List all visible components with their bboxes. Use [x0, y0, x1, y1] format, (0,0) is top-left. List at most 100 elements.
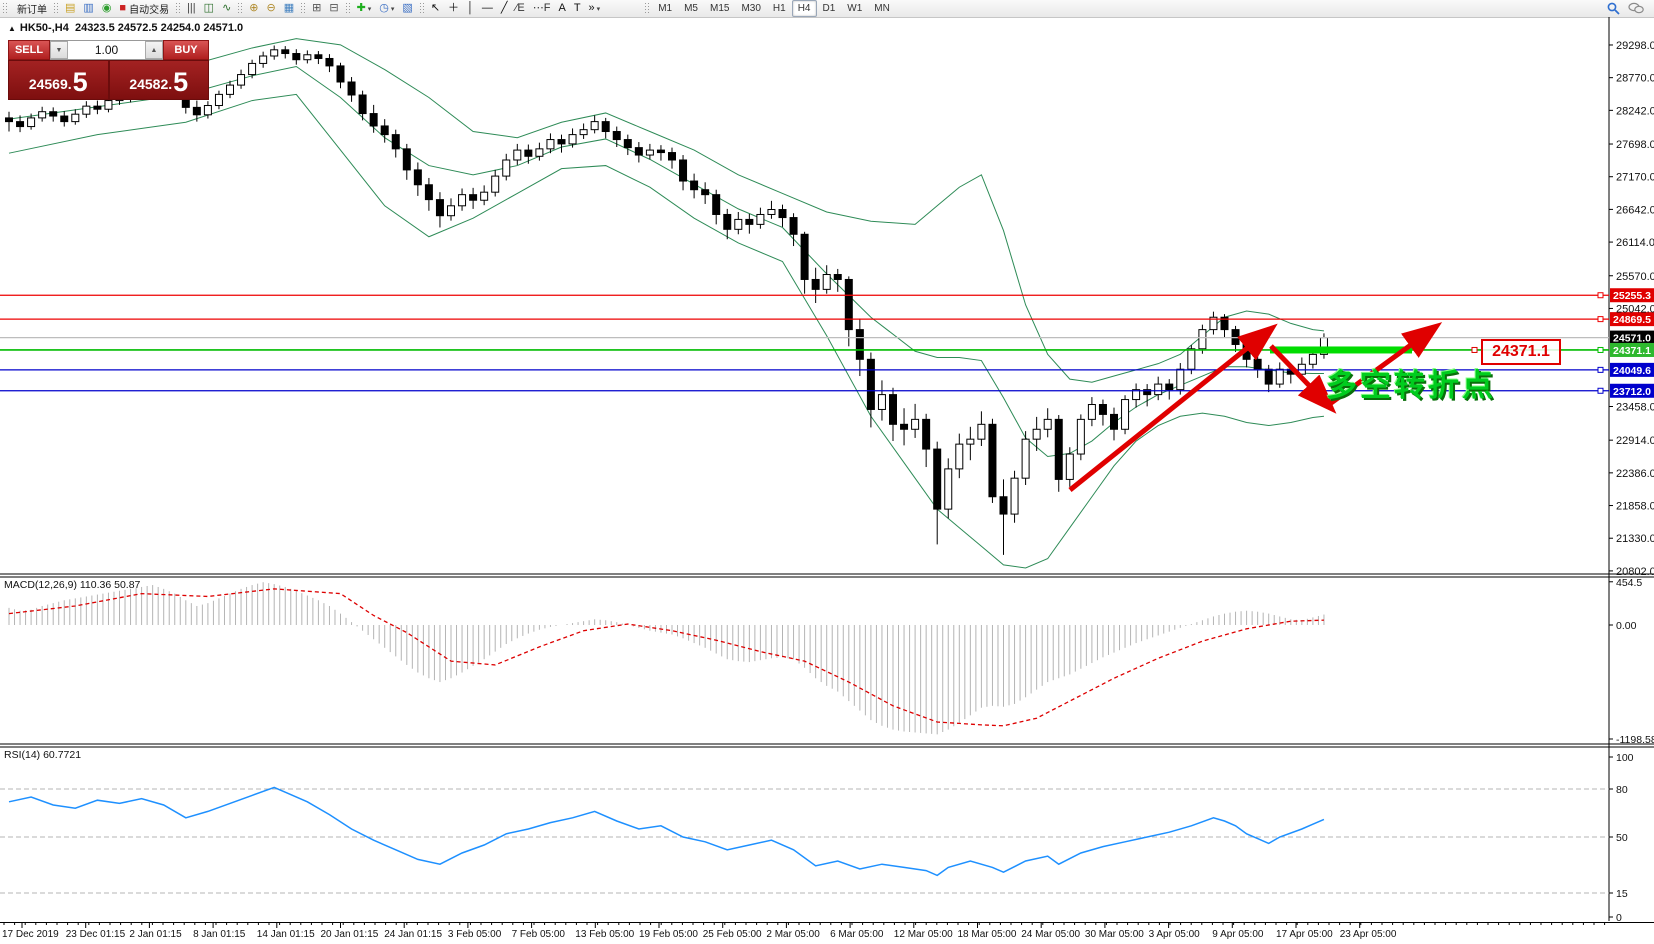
- macd-pane: 454.5 0.00 -1198.58: [8, 577, 1654, 746]
- candles: [5, 45, 1328, 555]
- search-icon[interactable]: [1604, 1, 1623, 16]
- fibonacci-icon[interactable]: ⋯F: [530, 1, 554, 16]
- autotrading-button: ■: [119, 2, 127, 14]
- toolbar-group-zoom: ⊕ ⊖ ▦: [245, 0, 298, 17]
- toolbar-handle[interactable]: [344, 2, 350, 15]
- svg-text:24371.1: 24371.1: [1613, 345, 1651, 357]
- sell-button[interactable]: SELL: [8, 40, 50, 60]
- svg-text:29298.0: 29298.0: [1616, 40, 1654, 52]
- svg-text:27698.0: 27698.0: [1616, 139, 1654, 151]
- sell-price-main: 24569.: [28, 76, 72, 92]
- candlestick-chart-icon[interactable]: ◫: [201, 1, 217, 16]
- collapse-arrow-icon[interactable]: ▲: [8, 24, 16, 33]
- turning-point-annotation[interactable]: 多空转折点: [1326, 368, 1496, 403]
- time-axis-label: 12 Mar 05:00: [893, 929, 953, 940]
- svg-text:25255.3: 25255.3: [1613, 290, 1651, 302]
- new-order-button[interactable]: 新订单: [11, 1, 50, 16]
- cursor-icon[interactable]: ↖: [428, 1, 443, 16]
- time-axis-label: 24 Mar 05:00: [1021, 929, 1081, 940]
- bar-chart-icon[interactable]: |||: [184, 1, 199, 16]
- periods-icon[interactable]: ◷ ▾: [376, 1, 397, 16]
- toolbar-handle[interactable]: [300, 2, 306, 15]
- volume-down-stepper[interactable]: ▼: [50, 41, 68, 59]
- toolbar-handle[interactable]: [418, 2, 424, 15]
- timeframe-m5[interactable]: M5: [684, 3, 698, 14]
- signals-icon: ◉: [101, 2, 112, 14]
- profiles-icon[interactable]: ▤: [62, 1, 78, 16]
- timeframe-h1[interactable]: H1: [772, 3, 786, 14]
- text-icon[interactable]: A: [555, 1, 568, 16]
- autotrading-button-label: 自动交易: [129, 5, 170, 16]
- toolbar-handle[interactable]: [53, 2, 58, 15]
- timeframe-d1[interactable]: D1: [822, 3, 836, 14]
- toolbar-handle[interactable]: [644, 2, 650, 15]
- zoom-out-icon[interactable]: ⊖: [264, 1, 279, 16]
- symbol-name: HK50-,H4: [19, 22, 69, 34]
- toolbar-handle[interactable]: [2, 2, 7, 15]
- toolbar-handle[interactable]: [237, 2, 243, 15]
- timeframe-w1[interactable]: W1: [847, 3, 863, 14]
- market-watch-icon: ▥: [83, 2, 94, 14]
- chevron-down-icon[interactable]: ▾: [390, 5, 395, 13]
- text-label-icon[interactable]: T: [571, 1, 584, 16]
- horizontal-line-icon[interactable]: —: [479, 1, 496, 16]
- line-chart-icon[interactable]: ∿: [219, 1, 234, 16]
- svg-text:0: 0: [1616, 912, 1622, 924]
- text-icon: A: [558, 2, 566, 14]
- time-axis-label: 6 Mar 05:00: [830, 929, 884, 940]
- time-axis[interactable]: 17 Dec 2019 23 Dec 01:15 2 Jan 01:15 8 Jan …: [0, 922, 1654, 944]
- signals-icon[interactable]: ◉: [99, 1, 115, 16]
- timeframe-h4[interactable]: H4: [791, 0, 817, 17]
- volume-control: ▼ ▲: [50, 40, 163, 60]
- toolbar-handle[interactable]: [175, 2, 181, 15]
- price-annotation-label[interactable]: 24371.1: [1481, 339, 1561, 365]
- chevron-down-icon[interactable]: ▾: [596, 5, 601, 13]
- vertical-line-icon[interactable]: │: [464, 1, 477, 16]
- svg-text:15: 15: [1616, 888, 1628, 900]
- timeframe-m30[interactable]: M30: [741, 3, 761, 14]
- trendline-icon[interactable]: ╱: [498, 1, 511, 16]
- market-watch-icon[interactable]: ▥: [80, 1, 96, 16]
- templates-icon[interactable]: ▧: [399, 1, 415, 16]
- timeframe-group: M1 M5 M15 M30 H1 H4 D1 W1 MN: [652, 0, 896, 17]
- time-axis-label: 9 Apr 05:00: [1212, 929, 1264, 940]
- time-axis-label: 19 Feb 05:00: [639, 929, 698, 940]
- timeframe-m15[interactable]: M15: [710, 3, 730, 14]
- text-label-icon: T: [573, 2, 581, 14]
- rsi-pane: 100 80 50 15 0: [0, 752, 1634, 924]
- tile-windows-icon[interactable]: ▦: [281, 1, 297, 16]
- svg-text:24869.5: 24869.5: [1613, 314, 1651, 326]
- crosshair-icon[interactable]: ＋: [445, 1, 462, 16]
- auto-arrange-icon[interactable]: ⊞: [309, 1, 324, 16]
- timeframe-m1[interactable]: M1: [658, 3, 673, 14]
- svg-text:28242.0: 28242.0: [1616, 105, 1654, 117]
- candlestick-chart-icon: ◫: [203, 2, 215, 14]
- zoom-in-icon[interactable]: ⊕: [246, 1, 261, 16]
- svg-text:23458.0: 23458.0: [1616, 401, 1654, 413]
- chevron-down-icon[interactable]: ▾: [367, 5, 372, 13]
- trend-arrows[interactable]: [1068, 322, 1443, 492]
- cascade-windows-icon[interactable]: ⊟: [326, 1, 341, 16]
- buy-price-big-digit: 5: [173, 67, 189, 97]
- time-axis-label: 8 Jan 01:15: [193, 929, 246, 940]
- highlight-band[interactable]: [1270, 346, 1412, 354]
- timeframe-mn[interactable]: MN: [874, 3, 890, 14]
- sell-price-display[interactable]: 24569. 5: [8, 60, 109, 100]
- chat-icon[interactable]: [1625, 1, 1647, 16]
- autotrading-button[interactable]: ■ 自动交易: [116, 1, 172, 16]
- arrows-icon[interactable]: » ▾: [586, 1, 604, 16]
- volume-up-stepper[interactable]: ▲: [145, 41, 163, 59]
- line-chart-icon: ∿: [222, 2, 232, 14]
- zoom-in-icon: ⊕: [249, 2, 259, 14]
- fibonacci-icon: ⋯F: [532, 2, 551, 14]
- buy-button[interactable]: BUY: [163, 40, 209, 60]
- volume-input[interactable]: [68, 41, 145, 59]
- time-axis-label: 3 Apr 05:00: [1148, 929, 1200, 940]
- buy-price-display[interactable]: 24582. 5: [108, 60, 209, 100]
- toolbar-right: [1603, 1, 1648, 16]
- equidistant-channel-icon[interactable]: ∕E: [513, 1, 528, 16]
- add-indicator-icon[interactable]: ✚ ▾: [354, 1, 375, 16]
- symbol-info[interactable]: ▲ HK50-,H4 24323.5 24572.5 24254.0 24571.…: [8, 22, 243, 34]
- svg-text:50: 50: [1616, 832, 1628, 844]
